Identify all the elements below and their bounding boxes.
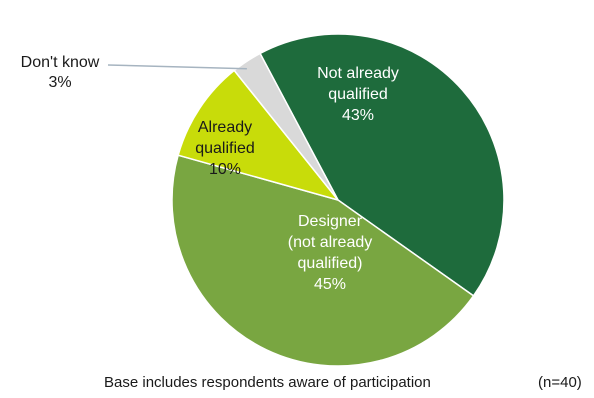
slice-label: Already qualified 10% bbox=[195, 119, 255, 178]
pie-slice bbox=[259, 33, 505, 297]
leader-line bbox=[107, 64, 247, 70]
sample-size-note: (n=40) bbox=[538, 374, 582, 391]
slice-label: Designer (not already qualified) 45% bbox=[288, 213, 373, 293]
slice-label: Not already qualified 43% bbox=[317, 65, 399, 124]
base-note: Base includes respondents aware of parti… bbox=[104, 374, 431, 391]
slice-label: Don't know 3% bbox=[21, 54, 100, 91]
pie-slice bbox=[177, 69, 341, 202]
pie-slice bbox=[233, 52, 339, 201]
pie-slice bbox=[171, 154, 475, 367]
